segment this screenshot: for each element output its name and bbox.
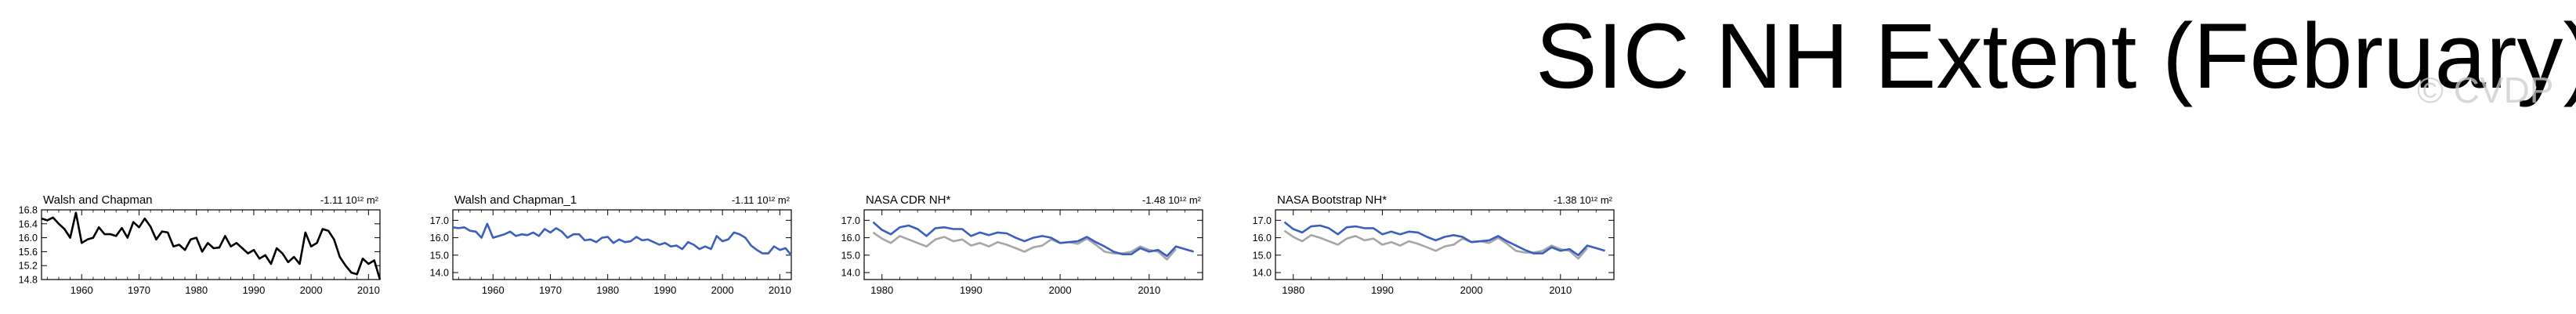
x-tick-label: 1980 [596, 284, 619, 296]
panel-title: Walsh and Chapman_1 [454, 193, 577, 207]
x-tick-label: 1980 [870, 284, 893, 296]
panel-title: NASA Bootstrap NH* [1277, 193, 1387, 207]
series-line-walsh-and-chapman [41, 211, 382, 280]
y-tick-label: 17.0 [1253, 215, 1272, 226]
x-tick-label: 2000 [1460, 284, 1483, 296]
plot-frame [1275, 209, 1615, 280]
page-title: SIC NH Extent (February) [1536, 5, 2576, 108]
x-tick-label: 2000 [711, 284, 734, 296]
y-tick-label: 16.0 [19, 233, 38, 244]
x-tick-label: 1980 [1282, 284, 1304, 296]
watermark-text: © CVDP [2417, 70, 2554, 110]
y-tick-label: 14.0 [841, 268, 860, 279]
y-tick-label: 15.2 [19, 261, 38, 272]
y-tick-label: 15.6 [19, 247, 38, 258]
x-tick-label: 2010 [1138, 284, 1160, 296]
y-tick-label: 16.0 [841, 233, 860, 244]
y-tick-label: 14.0 [430, 268, 449, 279]
y-tick-label: 16.0 [430, 233, 449, 244]
y-tick-label: 16.0 [1253, 233, 1272, 244]
y-tick-label: 17.0 [430, 215, 449, 226]
plot-frame [863, 209, 1203, 280]
x-tick-label: 1990 [653, 284, 676, 296]
trend-label: -1.48 10¹² m² [1142, 194, 1202, 206]
series-line-observations [1283, 229, 1588, 260]
x-tick-label: 1960 [71, 284, 93, 296]
plot-frame [41, 209, 381, 280]
series-line-walsh-and-chapman-1 [452, 222, 793, 256]
series-line-model [1283, 221, 1605, 257]
chart-panel-3: NASA CDR NH* -1.48 10¹² m² 1980 1990 2000 201… [841, 193, 1203, 296]
x-tick-label: 1970 [539, 284, 562, 296]
x-tick-label: 2010 [769, 284, 791, 296]
chart-panel-1: Walsh and Chapman -1.11 10¹² m² 1960 1970 19… [19, 193, 382, 296]
series-line-observations [872, 231, 1177, 261]
x-tick-label: 2000 [300, 284, 323, 296]
y-tick-label: 15.0 [841, 250, 860, 261]
x-tick-label: 1990 [242, 284, 265, 296]
panel-title: NASA CDR NH* [866, 193, 951, 207]
y-tick-label: 15.0 [430, 250, 449, 261]
panel-title: Walsh and Chapman [43, 193, 153, 207]
trend-label: -1.38 10¹² m² [1554, 194, 1613, 206]
x-tick-label: 2010 [1549, 284, 1572, 296]
y-tick-label: 15.0 [1253, 250, 1272, 261]
y-tick-label: 14.8 [19, 275, 38, 286]
x-tick-label: 2010 [357, 284, 380, 296]
chart-panel-4: NASA Bootstrap NH* -1.38 10¹² m² 1980 1990 2… [1253, 193, 1615, 296]
trend-label: -1.11 10¹² m² [320, 194, 379, 206]
x-tick-label: 1990 [960, 284, 982, 296]
y-tick-label: 17.0 [841, 215, 860, 226]
y-tick-label: 16.4 [19, 218, 38, 229]
series-line-model [872, 221, 1194, 258]
chart-panel-2: Walsh and Chapman_1 -1.11 10¹² m² 1960 1970… [430, 193, 793, 296]
y-tick-label: 14.0 [1253, 268, 1272, 279]
x-tick-label: 1970 [128, 284, 150, 296]
plot-frame [452, 209, 792, 280]
x-tick-label: 2000 [1049, 284, 1072, 296]
y-tick-label: 16.8 [19, 205, 38, 216]
x-tick-label: 1990 [1371, 284, 1394, 296]
x-tick-label: 1980 [185, 284, 208, 296]
trend-label: -1.11 10¹² m² [732, 194, 791, 206]
x-tick-label: 1960 [482, 284, 505, 296]
